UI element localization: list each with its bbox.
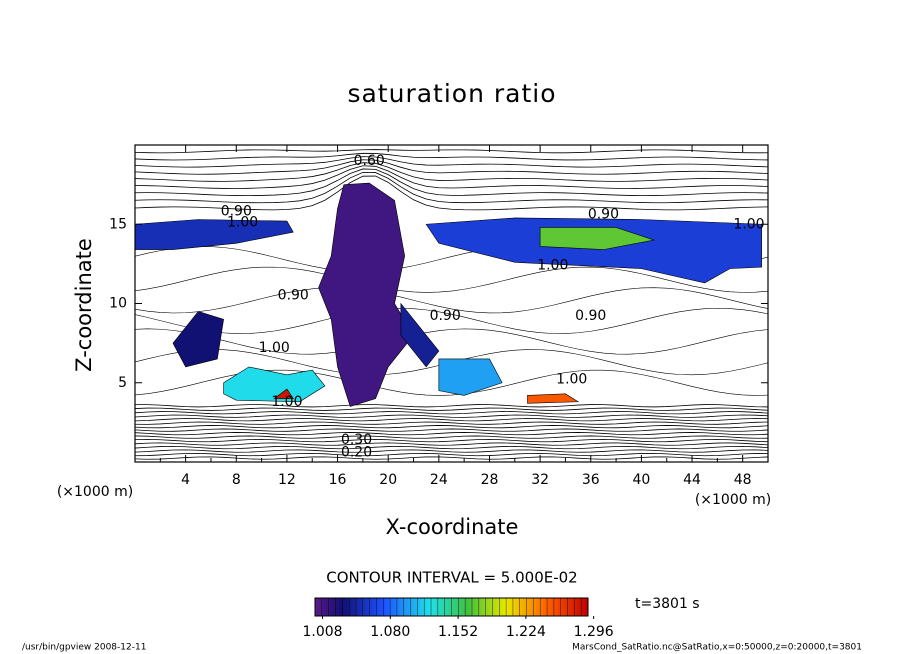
x-tick-label: 44 bbox=[683, 472, 701, 488]
contour-line bbox=[135, 411, 768, 415]
contour-label: 0.30 bbox=[341, 432, 372, 448]
contour-line bbox=[135, 421, 768, 425]
contour-line bbox=[135, 162, 768, 182]
contour-label: 1.00 bbox=[259, 340, 290, 356]
filled-region bbox=[135, 219, 294, 250]
contour-line bbox=[135, 168, 768, 197]
contour-line bbox=[135, 435, 768, 439]
x-tick-label: 40 bbox=[632, 472, 650, 488]
contour-line bbox=[135, 156, 768, 168]
colorbar-tick-label: 1.224 bbox=[506, 624, 546, 640]
x-tick-label: 20 bbox=[379, 472, 397, 488]
contour-interval: CONTOUR INTERVAL = 5.000E-02 bbox=[326, 569, 577, 587]
y-axis-label: Z-coordinate bbox=[72, 238, 96, 372]
contour-label: 0.20 bbox=[341, 444, 372, 460]
contour-line bbox=[135, 445, 768, 450]
colorbar-tick-label: 1.008 bbox=[302, 624, 342, 640]
contour-label: 0.60 bbox=[354, 153, 385, 169]
contour-label: 0.90 bbox=[221, 204, 252, 220]
contour-line bbox=[135, 418, 768, 422]
filled-region bbox=[223, 366, 326, 403]
x-tick-label: 36 bbox=[582, 472, 600, 488]
contour-line bbox=[135, 149, 768, 154]
contour-line bbox=[135, 425, 768, 429]
x-axis-label: X-coordinate bbox=[386, 515, 519, 539]
contour-line bbox=[135, 452, 768, 457]
contour-line bbox=[135, 266, 768, 293]
contour-line bbox=[135, 414, 768, 418]
contour-line bbox=[135, 328, 768, 355]
footer-left: /usr/bin/gpview 2008-12-11 bbox=[22, 643, 146, 653]
x-tick-label: 48 bbox=[734, 472, 752, 488]
contour-line bbox=[135, 456, 768, 460]
chart-title: saturation ratio bbox=[347, 79, 556, 108]
contour-line bbox=[135, 165, 768, 189]
y-tick-label: 5 bbox=[118, 375, 127, 391]
x-tick-label: 28 bbox=[481, 472, 499, 488]
contour-line bbox=[135, 439, 768, 443]
contour-line bbox=[135, 287, 768, 314]
x-unit: (×1000 m) bbox=[695, 492, 771, 508]
contour-label: 1.00 bbox=[733, 216, 764, 232]
y-unit: (×1000 m) bbox=[57, 484, 133, 500]
contour-line bbox=[135, 152, 768, 161]
filled-region bbox=[527, 393, 580, 404]
filled-region bbox=[438, 358, 503, 396]
contour-line bbox=[135, 172, 768, 204]
contour-label: 0.90 bbox=[575, 308, 606, 324]
time-label: t=3801 s bbox=[635, 596, 700, 612]
filled-region bbox=[273, 388, 294, 399]
contour-line bbox=[135, 407, 768, 411]
contour-line bbox=[135, 449, 768, 453]
footer-right: MarsCond_SatRatio.nc@SatRatio,x=0:50000,… bbox=[572, 643, 862, 653]
contour-line bbox=[135, 404, 768, 408]
contour-line bbox=[135, 442, 768, 446]
y-tick-label: 15 bbox=[109, 216, 127, 232]
colorbar-tick-label: 1.152 bbox=[438, 624, 478, 640]
contour-line bbox=[135, 428, 768, 432]
filled-region bbox=[172, 311, 224, 368]
contour-label: 1.00 bbox=[271, 394, 302, 410]
contour-label: 0.90 bbox=[588, 207, 619, 223]
x-tick-label: 8 bbox=[232, 472, 241, 488]
contour-label: 1.00 bbox=[227, 215, 258, 231]
x-tick-label: 24 bbox=[430, 472, 448, 488]
y-tick-label: 10 bbox=[109, 296, 127, 312]
x-tick-label: 12 bbox=[278, 472, 296, 488]
filled-region bbox=[425, 217, 762, 284]
colorbar-tick-label: 1.080 bbox=[370, 624, 410, 640]
contour-label: 0.90 bbox=[430, 308, 461, 324]
contour-line bbox=[135, 432, 768, 436]
colorbar-tick-label: 1.296 bbox=[574, 624, 614, 640]
plot-area: 0.600.901.00 0.901.001.000.900.90 0.901.00… bbox=[135, 149, 768, 460]
contour-label: 1.00 bbox=[537, 257, 568, 273]
contour-line bbox=[135, 159, 768, 175]
contour-label: 0.90 bbox=[278, 288, 309, 304]
contour-line bbox=[135, 175, 768, 211]
x-tick-label: 16 bbox=[329, 472, 347, 488]
x-tick-label: 32 bbox=[531, 472, 549, 488]
filled-region bbox=[400, 302, 440, 368]
filled-region bbox=[318, 182, 414, 407]
contour-label: 1.00 bbox=[556, 372, 587, 388]
contour-line bbox=[135, 307, 768, 334]
filled-region bbox=[539, 227, 656, 250]
x-tick-label: 4 bbox=[181, 472, 190, 488]
